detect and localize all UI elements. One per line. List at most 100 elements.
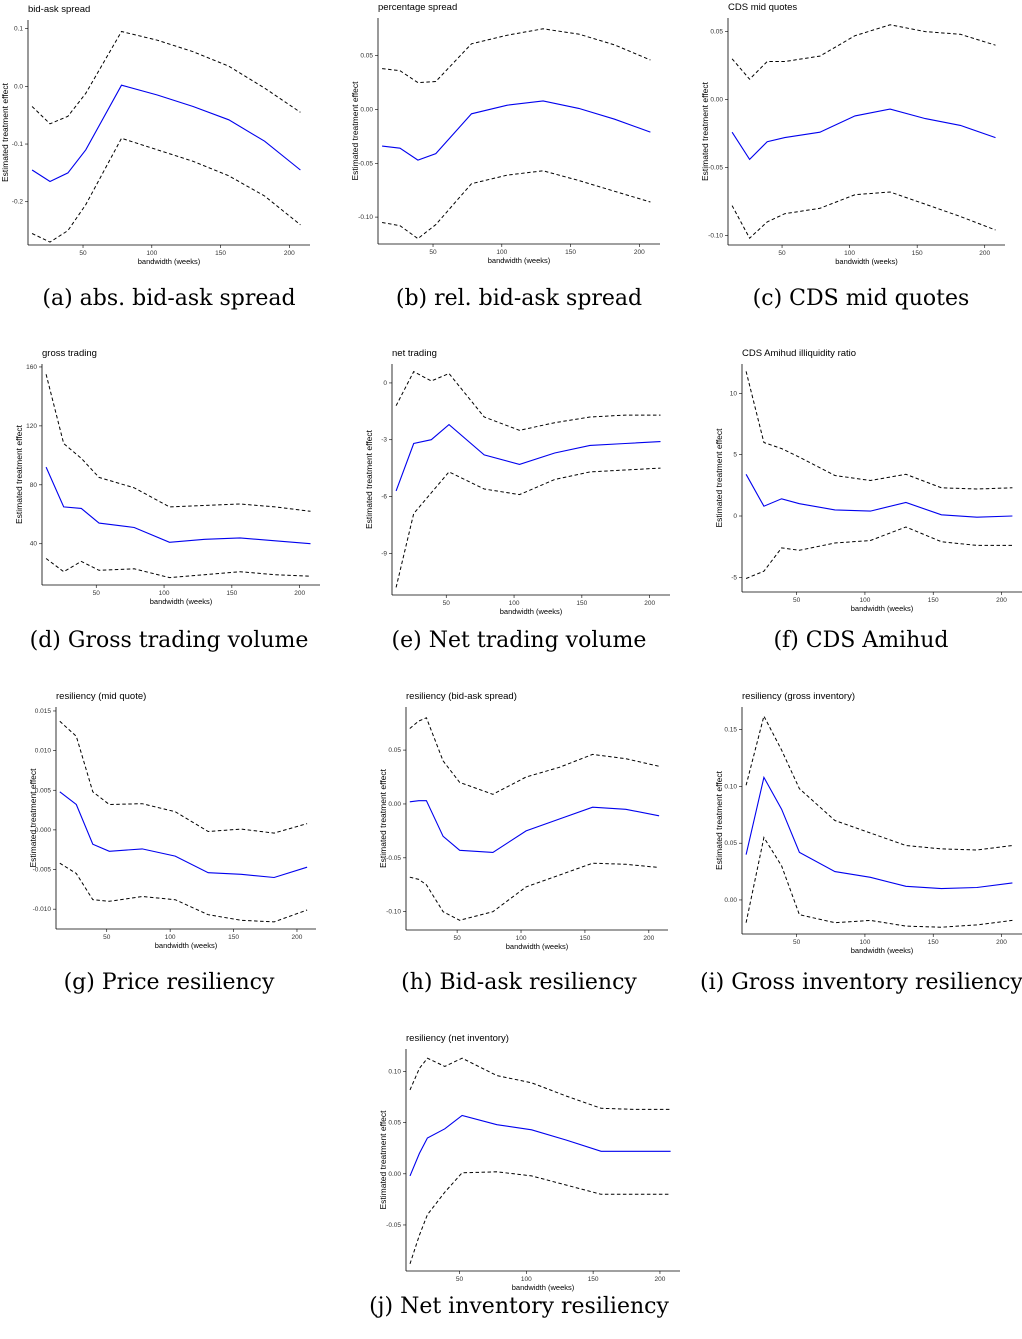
- x-tick-label: 200: [643, 935, 654, 942]
- chart-panel: resiliency (mid quote) -0.010 -0.005 0.000 0…: [0, 684, 338, 1014]
- panel-title: net trading: [392, 348, 437, 359]
- x-tick-label: 50: [79, 250, 87, 257]
- x-tick-label: 150: [579, 935, 590, 942]
- y-tick-label: 5: [733, 452, 737, 459]
- estimate-line: [731, 108, 996, 161]
- panel-title: bid-ask spread: [28, 4, 90, 15]
- x-tick-label: 150: [565, 249, 576, 256]
- x-tick-label: 200: [644, 600, 655, 607]
- chart-panel: bid-ask spread -0.2 -0.1 0.0 0.1 50 100 150 200 b…: [0, 0, 338, 330]
- x-tick-label: 100: [165, 934, 176, 941]
- x-tick-label: 150: [226, 590, 237, 597]
- line-chart: percentage spread -0.10 -0.05 0.00 0.05 50 100…: [350, 2, 660, 265]
- y-tick-label: 40: [30, 541, 38, 548]
- x-tick-label: 100: [521, 1276, 532, 1283]
- x-tick-label: 50: [456, 1276, 464, 1283]
- x-tick-label: 200: [655, 1276, 666, 1283]
- x-tick-label: 50: [454, 935, 462, 942]
- y-tick-label: 0.0: [14, 83, 23, 90]
- y-tick-label: -0.05: [386, 1222, 401, 1229]
- estimate-line: [395, 423, 661, 492]
- lower-ci-line: [59, 862, 308, 923]
- figure-caption: (g) Price resiliency: [63, 970, 275, 995]
- y-tick-label: -0.05: [386, 855, 401, 862]
- line-chart: CDS mid quotes -0.10 -0.05 0.00 0.05 50 100 150…: [700, 2, 1005, 266]
- x-tick-label: 200: [292, 934, 303, 941]
- y-tick-label: 0.015: [35, 708, 52, 715]
- x-tick-label: 200: [979, 250, 990, 257]
- chart-panel: net trading -9 -6 -3 0 50 100 150 200 bandwidth (…: [350, 342, 688, 672]
- lower-ci-line: [731, 191, 996, 240]
- y-tick-label: -0.010: [33, 906, 52, 913]
- y-tick-label: -0.1: [12, 141, 24, 148]
- x-tick-label: 50: [103, 934, 111, 941]
- lower-ci-line: [745, 836, 1013, 928]
- upper-ci-line: [31, 30, 301, 125]
- y-axis-label: Estimated treatment effect: [700, 81, 710, 181]
- upper-ci-line: [409, 1057, 671, 1110]
- x-axis-label: bandwidth (weeks): [488, 256, 551, 265]
- x-axis-label: bandwidth (weeks): [138, 257, 201, 266]
- y-axis-label: Estimated treatment effect: [714, 770, 724, 870]
- y-axis-label: Estimated treatment effect: [378, 768, 388, 868]
- y-tick-label: 10: [730, 390, 738, 397]
- y-axis-label: Estimated treatment effect: [378, 1110, 388, 1210]
- lower-ci-line: [382, 170, 651, 240]
- y-axis-label: Estimated treatment effect: [14, 424, 24, 524]
- panel-title: gross trading: [42, 348, 97, 359]
- panel-title: resiliency (net inventory): [406, 1033, 509, 1044]
- lower-ci-line: [395, 467, 661, 588]
- upper-ci-line: [395, 370, 661, 431]
- line-chart: resiliency (net inventory) -0.05 0.00 0.05 0…: [378, 1033, 680, 1292]
- y-axis-label: Estimated treatment effect: [350, 81, 360, 181]
- y-tick-label: 0: [733, 513, 737, 520]
- y-tick-label: 0.010: [35, 748, 52, 755]
- lower-ci-line: [409, 1171, 671, 1264]
- upper-ci-line: [731, 24, 996, 80]
- line-chart: resiliency (bid-ask spread) -0.10 -0.05 0.0…: [378, 691, 668, 951]
- lower-ci-line: [745, 526, 1013, 579]
- x-axis-label: bandwidth (weeks): [155, 941, 218, 950]
- y-tick-label: 0.005: [35, 787, 52, 794]
- estimate-line: [745, 474, 1013, 518]
- x-tick-label: 50: [443, 600, 451, 607]
- y-tick-label: 0.1: [14, 26, 23, 33]
- figure-caption: (e) Net trading volume: [391, 628, 647, 653]
- y-tick-label: 0.05: [724, 840, 737, 847]
- lower-ci-line: [409, 862, 660, 921]
- chart-panel: resiliency (bid-ask spread) -0.10 -0.05 0.0…: [350, 684, 688, 1014]
- x-tick-label: 100: [859, 939, 870, 946]
- x-tick-label: 100: [516, 935, 527, 942]
- x-tick-label: 200: [284, 250, 295, 257]
- x-axis-label: bandwidth (weeks): [506, 942, 569, 951]
- y-tick-label: 80: [30, 482, 38, 489]
- y-tick-label: 0.05: [388, 747, 401, 754]
- x-tick-label: 200: [996, 939, 1007, 946]
- x-tick-label: 100: [844, 250, 855, 257]
- y-tick-label: 0.00: [710, 97, 723, 104]
- estimate-line: [59, 791, 308, 879]
- upper-ci-line: [59, 720, 308, 834]
- panel-title: percentage spread: [378, 2, 457, 13]
- chart-panel: gross trading 40 80 120 160 50 100 150 200 bandwi…: [0, 342, 338, 672]
- x-tick-label: 200: [996, 597, 1007, 604]
- x-tick-label: 150: [928, 939, 939, 946]
- figure-caption: (c) CDS mid quotes: [752, 286, 970, 311]
- x-axis-label: bandwidth (weeks): [835, 257, 898, 266]
- y-tick-label: 0.10: [388, 1069, 401, 1076]
- y-tick-label: -0.005: [33, 867, 52, 874]
- y-tick-label: 0.00: [388, 1171, 401, 1178]
- y-tick-label: 0.00: [724, 897, 737, 904]
- figure-caption: (h) Bid-ask resiliency: [401, 970, 637, 995]
- chart-panel: percentage spread -0.10 -0.05 0.00 0.05 50 100…: [350, 0, 688, 330]
- figure-caption: (f) CDS Amihud: [773, 628, 949, 653]
- y-axis-label: Estimated treatment effect: [714, 428, 724, 528]
- chart-panel: resiliency (gross inventory) 0.00 0.05 0.10…: [700, 684, 1022, 1014]
- panel-title: resiliency (mid quote): [56, 691, 146, 702]
- estimate-line: [409, 1114, 671, 1177]
- upper-ci-line: [382, 28, 651, 84]
- figure-caption: (i) Gross inventory resiliency: [700, 970, 1022, 995]
- estimate-line: [382, 100, 651, 161]
- y-tick-label: 0.05: [388, 1120, 401, 1127]
- x-tick-label: 100: [146, 250, 157, 257]
